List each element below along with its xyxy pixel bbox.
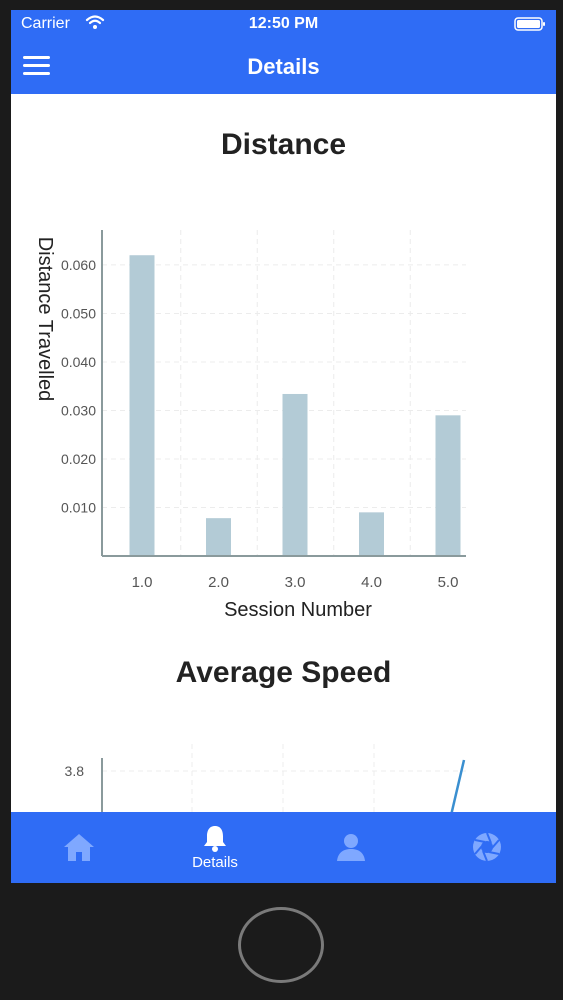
tab-details-label: Details: [192, 854, 238, 871]
y-tick-label: 0.040: [61, 354, 96, 370]
y-tick-label: 0.050: [61, 305, 96, 321]
tab-camera[interactable]: [437, 812, 537, 883]
y-tick-label: 0.030: [61, 402, 96, 418]
home-button[interactable]: [238, 907, 324, 983]
distance-chart: 0.010 0.020 0.030 0.040 0.050 0.060 1.0 2.0 3.0 4…: [34, 230, 466, 621]
phone-screen: Carrier 12:50 PM Details Distance 0.010 0…: [11, 10, 556, 883]
hamburger-menu-icon[interactable]: [23, 56, 51, 76]
tab-details[interactable]: Details: [165, 812, 265, 883]
bell-icon: [204, 826, 226, 852]
status-bar: Carrier 12:50 PM: [11, 10, 556, 40]
details-content[interactable]: Distance 0.010 0.020 0.030 0.040 0.050 0.060 1…: [11, 94, 556, 824]
y-axis-label: Distance Travelled: [34, 237, 56, 402]
x-tick-label: 4.0: [361, 574, 382, 591]
wifi-icon: [85, 15, 105, 29]
bar: [129, 255, 155, 556]
bar: [359, 512, 384, 556]
y-tick-label: 0.060: [61, 257, 96, 273]
bar: [206, 518, 231, 556]
page-title: Details: [247, 54, 320, 79]
x-tick-label: 2.0: [208, 574, 229, 591]
x-tick-label: 5.0: [438, 574, 459, 591]
y-tick-label: 3.8: [65, 763, 85, 779]
aperture-icon: [473, 832, 501, 862]
navigation-bar: Details: [11, 40, 556, 94]
speed-chart-title: Average Speed: [175, 656, 392, 689]
user-icon: [337, 834, 365, 861]
y-tick-label: 0.020: [61, 451, 96, 467]
battery-icon: [514, 17, 545, 31]
x-tick-label: 1.0: [132, 574, 153, 591]
tab-profile[interactable]: [301, 812, 401, 883]
bar: [435, 415, 461, 556]
x-axis-label: Session Number: [224, 599, 372, 621]
y-tick-label: 0.010: [61, 499, 96, 515]
x-tick-label: 3.0: [285, 574, 306, 591]
tab-bar: Details: [11, 812, 556, 883]
bar: [282, 393, 308, 556]
carrier-label: Carrier: [21, 15, 70, 32]
tab-home[interactable]: [29, 812, 129, 883]
home-icon: [64, 834, 94, 861]
distance-chart-title: Distance: [220, 128, 347, 161]
status-time: 12:50 PM: [248, 15, 319, 32]
